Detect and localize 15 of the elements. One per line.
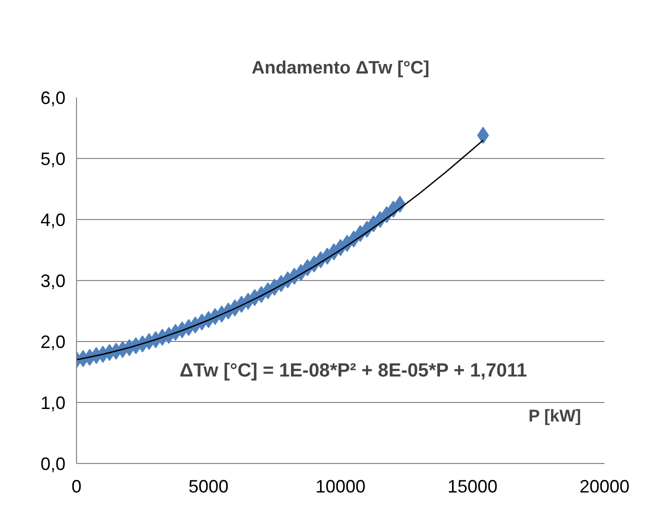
- x-tick-label: 15000: [447, 476, 498, 496]
- x-tick-label: 10000: [315, 476, 366, 496]
- x-axis-title: P [kW]: [528, 406, 582, 426]
- y-tick-label: 1,0: [40, 393, 66, 413]
- y-tick-label: 6,0: [40, 88, 66, 108]
- x-tick-label: 20000: [579, 476, 630, 496]
- y-tick-label: 3,0: [40, 271, 66, 291]
- x-tick-label: 5000: [188, 476, 229, 496]
- chart-title: Andamento ΔTw [°C]: [252, 58, 430, 78]
- y-tick-label: 5,0: [40, 149, 66, 169]
- annotation: ΔTw [°C] = 1E-08*P² + 8E-05*P + 1,7011: [180, 360, 528, 382]
- y-tick-label: 4,0: [40, 210, 66, 230]
- y-tick-label: 2,0: [40, 332, 66, 352]
- x-tick-label: 0: [71, 476, 82, 496]
- y-tick-label: 0,0: [40, 454, 66, 474]
